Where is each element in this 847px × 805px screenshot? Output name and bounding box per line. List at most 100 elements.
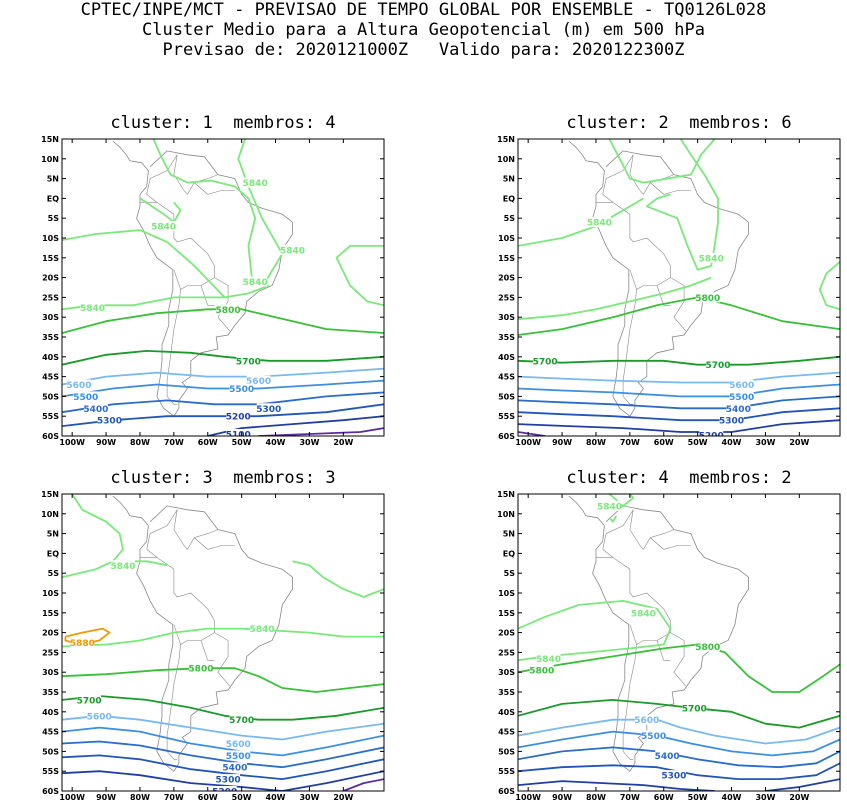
contour-label-bg	[726, 403, 751, 414]
contour-line-5840	[608, 139, 716, 184]
contour-label: 5400	[655, 752, 680, 762]
contour-label-bg	[226, 750, 251, 761]
contour-label-bg	[216, 304, 241, 315]
contour-label-bg	[699, 252, 724, 263]
contour-line-5840	[818, 261, 840, 311]
contour-label: 5600	[729, 381, 754, 391]
contour-label: 5200	[226, 413, 251, 423]
country-border	[166, 289, 181, 405]
map-frame	[61, 138, 385, 437]
contour-label: 5840	[243, 179, 268, 189]
lat-tick-label: 5S	[504, 214, 516, 223]
lat-tick-label: 20S	[498, 274, 515, 283]
contour-line-5400	[518, 395, 840, 410]
contour-line-5700	[518, 699, 840, 729]
contour-line-5400	[62, 740, 384, 769]
lon-tick-label: 20W	[333, 438, 353, 447]
country-border	[656, 285, 671, 306]
lon-tick-label: 30W	[755, 438, 775, 447]
country-border	[622, 289, 637, 405]
lon-tick-label: 70W	[620, 438, 640, 447]
country-border	[173, 509, 219, 550]
lat-tick-label: 10N	[497, 155, 515, 164]
coastline	[112, 140, 293, 417]
contour-label-bg	[729, 391, 754, 402]
lat-tick-label: 15S	[42, 609, 59, 618]
lat-tick-label: 60S	[498, 432, 515, 441]
contour-label-bg	[641, 730, 666, 741]
lon-tick-label: 20W	[789, 438, 809, 447]
contour-line-5300	[62, 754, 384, 780]
lat-tick-label: 45S	[498, 728, 515, 737]
lon-tick-label: 20W	[333, 793, 353, 802]
map-canvas: 5840 5880 5840 5800 5700 5700 5600 5600 5500 5400…	[41, 490, 385, 802]
country-border	[629, 624, 671, 645]
contour-label-bg	[246, 375, 271, 386]
contour-line-5200	[518, 780, 715, 791]
contour-line-5840	[62, 229, 270, 299]
contour-label: 5800	[695, 643, 720, 653]
contour-line-5800	[518, 643, 840, 693]
country-border	[629, 154, 675, 195]
contour-label-bg	[533, 355, 558, 366]
contour-label-bg	[597, 500, 622, 511]
contour-line-5500	[62, 726, 384, 757]
lon-tick-label: 80W	[130, 438, 150, 447]
contour-label-bg	[151, 221, 176, 232]
coastline	[112, 495, 293, 772]
contour-label-bg	[229, 383, 254, 394]
lat-tick-label: 10S	[42, 234, 59, 243]
lon-tick-label: 40W	[722, 438, 742, 447]
contour-line-5840	[608, 494, 635, 507]
contour-label-bg	[536, 653, 561, 664]
lat-tick-label: 40S	[498, 708, 515, 717]
country-border	[656, 640, 671, 661]
contour-line-5840	[645, 139, 719, 271]
contour-label-bg	[249, 623, 274, 634]
lat-tick-label: 50S	[42, 392, 59, 401]
contour-label: 5800	[188, 665, 213, 675]
contour-label: 5500	[73, 393, 98, 403]
lat-tick-label: 25S	[498, 648, 515, 657]
lat-tick-label: 15S	[498, 254, 515, 263]
lat-tick-label: 5N	[47, 175, 59, 184]
contour-label-bg	[243, 276, 268, 287]
country-border	[650, 182, 691, 195]
lat-tick-label: EQ	[47, 194, 59, 203]
lat-tick-label: 40S	[498, 353, 515, 362]
map-panel-cluster-3: 5840 5880 5840 5800 5700 5700 5600 5600 5500 5400…	[0, 465, 420, 805]
contour-label: 5600	[246, 377, 271, 387]
contour-line-5500	[518, 383, 840, 398]
lat-tick-label: 35S	[42, 333, 59, 342]
lon-tick-label: 30W	[299, 793, 319, 802]
lat-tick-label: 35S	[498, 333, 515, 342]
contour-label: 5700	[682, 704, 707, 714]
panel-title: cluster: 3 membros: 3	[110, 468, 336, 488]
contour-label: 5400	[83, 405, 108, 415]
contour-label: 5700	[533, 357, 558, 367]
lon-tick-label: 40W	[266, 438, 286, 447]
country-border	[622, 644, 637, 760]
lat-tick-label: 25S	[42, 648, 59, 657]
contour-label: 5300	[719, 417, 744, 427]
lat-tick-label: 10N	[41, 510, 59, 519]
lat-tick-label: 25S	[42, 293, 59, 302]
lon-tick-label: 80W	[130, 793, 150, 802]
lon-tick-label: 60W	[654, 438, 674, 447]
map-layer: 5840 5840 5800 5700 5700 5600 5500 5400 5300 5200	[518, 139, 840, 436]
map-panel-cluster-2: 5840 5840 5800 5700 5700 5600 5500 5400 5300 5200…	[456, 110, 847, 450]
contour-label: 5800	[529, 667, 554, 677]
lon-tick-label: 90W	[552, 438, 572, 447]
lat-tick-label: 15N	[497, 135, 515, 144]
contour-line-5400	[62, 391, 384, 414]
contour-label-bg	[77, 694, 102, 705]
contour-label-bg	[695, 641, 720, 652]
lon-tick-label: 40W	[722, 793, 742, 802]
country-border	[602, 154, 634, 203]
contour-line-5840	[518, 600, 672, 662]
contour-label-bg	[236, 355, 261, 366]
contour-label: 5840	[80, 304, 105, 314]
lon-tick-label: 50W	[688, 438, 708, 447]
